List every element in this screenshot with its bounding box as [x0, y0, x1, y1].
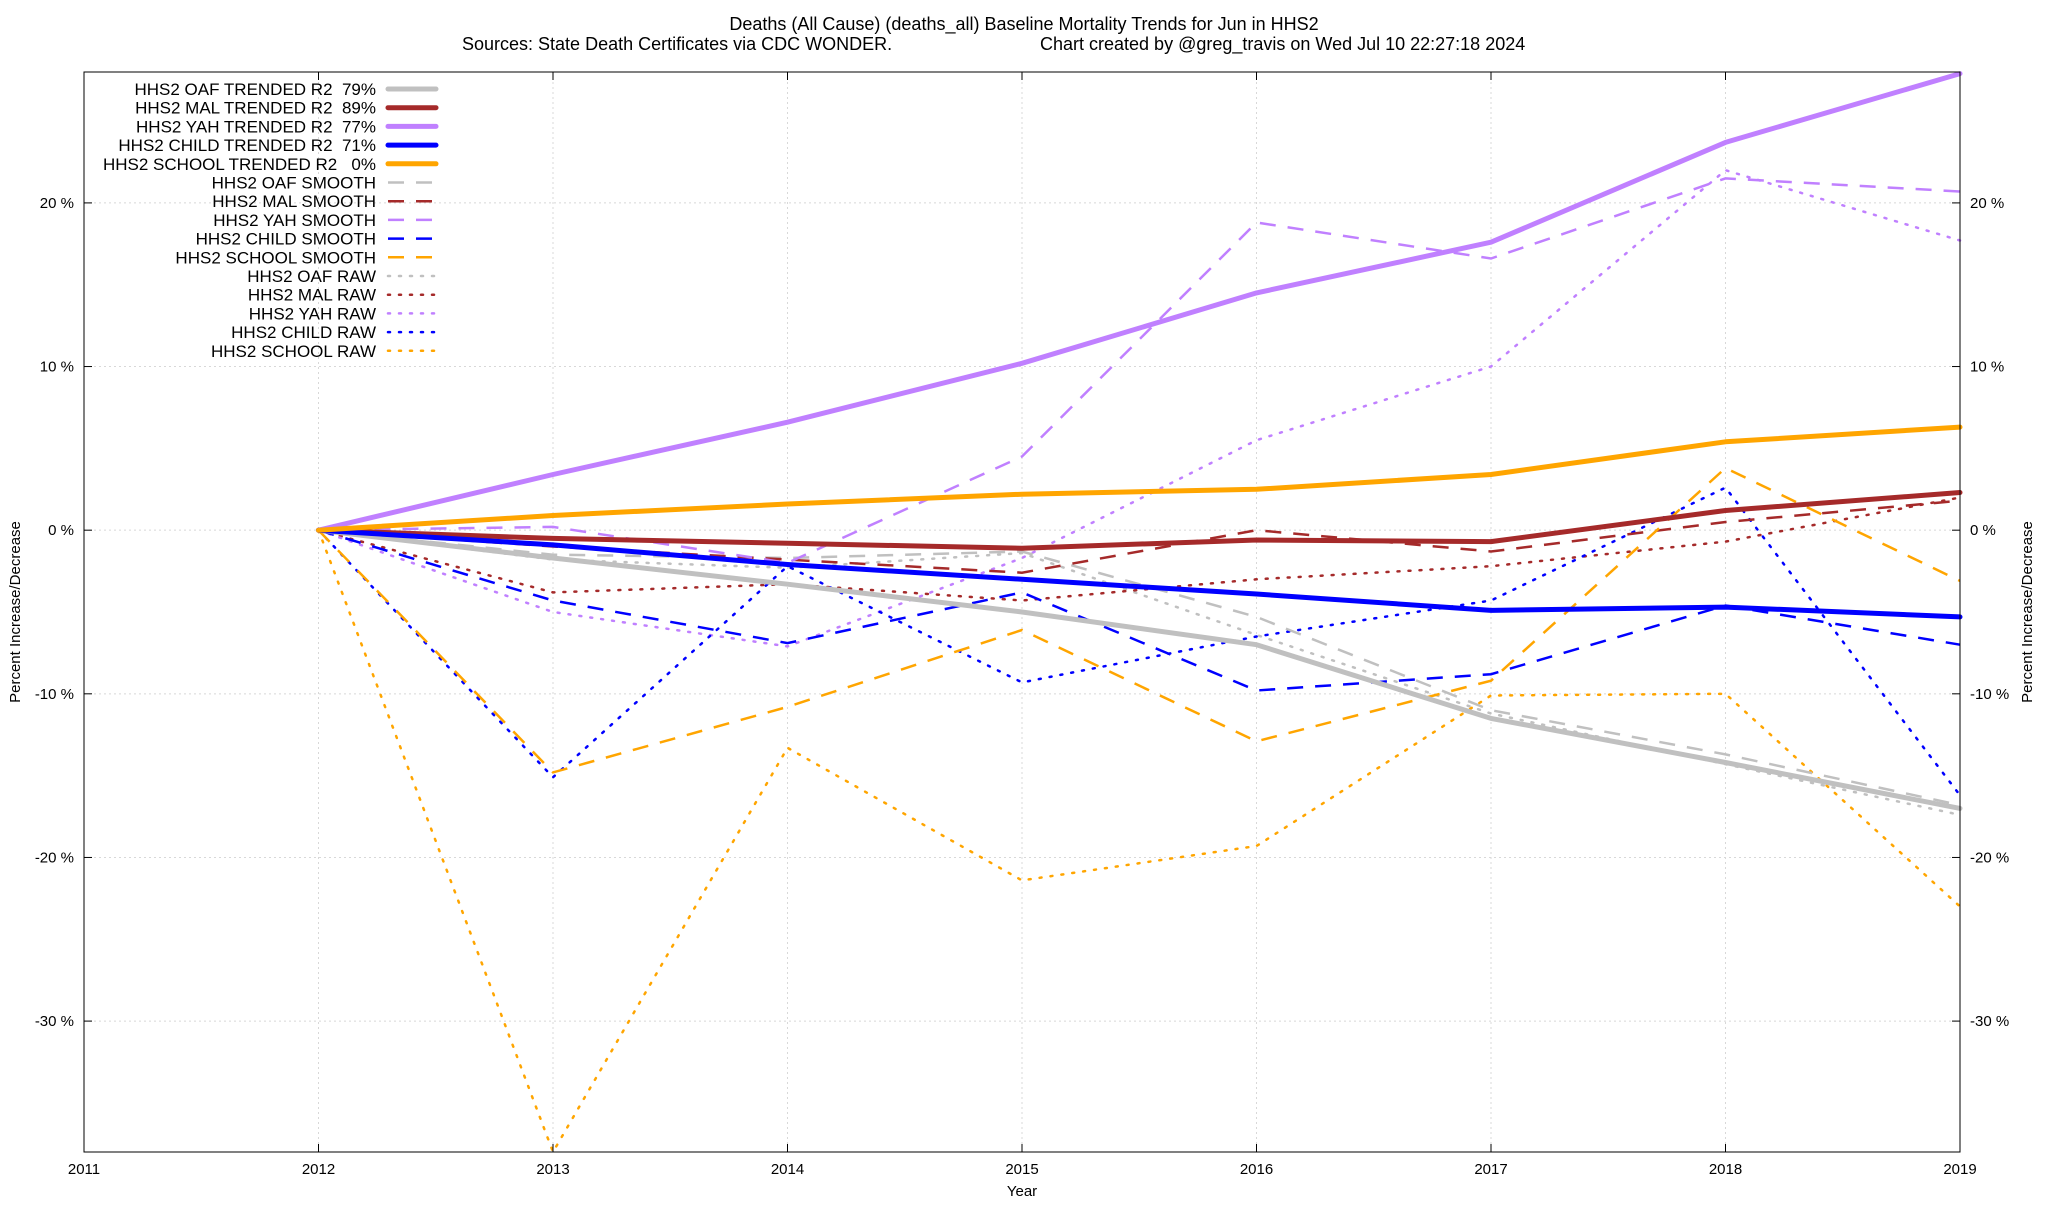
y-tick-label-right: -30 % — [1970, 1013, 2009, 1030]
x-tick-label: 2013 — [536, 1161, 569, 1178]
x-tick-label: 2012 — [302, 1161, 335, 1178]
y-tick-label-left: -20 % — [35, 849, 74, 866]
y-tick-label-right: -10 % — [1970, 686, 2009, 703]
series-oaf-raw — [318, 530, 1960, 815]
y-axis-title-right: Percent Increase/Decrease — [2019, 521, 2036, 703]
y-tick-label-right: 20 % — [1970, 195, 2004, 212]
legend-entry: HHS2 YAH RAW — [249, 304, 436, 323]
chart-title: Deaths (All Cause) (deaths_all) Baseline… — [729, 14, 1318, 35]
legend-label: HHS2 OAF TRENDED R2 79% — [134, 80, 376, 99]
series-line-oaf-trended — [319, 530, 1961, 808]
series-oaf-smooth — [318, 530, 1960, 805]
series-line-mal-trended — [319, 493, 1961, 549]
y-tick-label-left: 10 % — [40, 359, 74, 376]
y-tick-label-right: -20 % — [1970, 849, 2009, 866]
legend-label: HHS2 CHILD SMOOTH — [196, 230, 376, 249]
series-line-yah-trended — [319, 74, 1961, 531]
legend-entry: HHS2 CHILD TRENDED R2 71% — [118, 136, 436, 155]
legend-label: HHS2 OAF SMOOTH — [212, 174, 376, 193]
legend-label: HHS2 YAH RAW — [249, 304, 376, 323]
y-tick-label-left: -10 % — [35, 686, 74, 703]
series-yah-trended — [318, 74, 1960, 531]
legend-entry: HHS2 OAF RAW — [247, 267, 436, 286]
legend-label: HHS2 YAH SMOOTH — [213, 211, 376, 230]
legend-entry: HHS2 CHILD SMOOTH — [196, 230, 436, 249]
series-oaf-trended — [318, 530, 1960, 808]
legend-entry: HHS2 MAL RAW — [248, 286, 436, 305]
series-layer — [318, 74, 1960, 1152]
legend-label: HHS2 CHILD TRENDED R2 71% — [118, 136, 376, 155]
legend-label: HHS2 CHILD RAW — [231, 323, 376, 342]
y-tick-label-left: -30 % — [35, 1013, 74, 1030]
legend-label: HHS2 MAL SMOOTH — [212, 192, 376, 211]
series-child-smooth — [318, 530, 1960, 690]
series-line-yah-smooth — [319, 178, 1961, 563]
legend-label: HHS2 SCHOOL RAW — [211, 342, 376, 361]
legend-entry: HHS2 SCHOOL SMOOTH — [175, 248, 436, 267]
y-tick-label-left: 20 % — [40, 195, 74, 212]
x-tick-label: 2011 — [68, 1161, 100, 1178]
legend-entry: HHS2 YAH TRENDED R2 77% — [136, 117, 436, 136]
chart-source: Sources: State Death Certificates via CD… — [462, 34, 892, 54]
legend-entry: HHS2 MAL SMOOTH — [212, 192, 436, 211]
y-tick-label-right: 10 % — [1970, 359, 2004, 376]
x-tick-label: 2017 — [1474, 1161, 1507, 1178]
series-line-yah-raw — [319, 170, 1961, 646]
legend: HHS2 OAF TRENDED R2 79%HHS2 MAL TRENDED … — [103, 80, 436, 361]
y-tick-label-right: 0 % — [1970, 522, 1996, 539]
legend-entry: HHS2 SCHOOL RAW — [211, 342, 436, 361]
legend-label: HHS2 MAL RAW — [248, 286, 376, 305]
x-tick-label: 2015 — [1005, 1161, 1038, 1178]
chart-credit: Chart created by @greg_travis on Wed Jul… — [1040, 34, 1525, 55]
series-yah-raw — [318, 170, 1960, 646]
legend-label: HHS2 YAH TRENDED R2 77% — [136, 117, 376, 136]
y-tick-label-left: 0 % — [48, 522, 74, 539]
x-tick-label: 2018 — [1709, 1161, 1742, 1178]
series-mal-trended — [318, 492, 1960, 548]
x-axis-title: Year — [1007, 1183, 1037, 1200]
series-line-oaf-smooth — [319, 530, 1961, 805]
legend-label: HHS2 SCHOOL TRENDED R2 0% — [103, 155, 376, 174]
legend-entry: HHS2 MAL TRENDED R2 89% — [135, 99, 436, 118]
y-axis-title-left: Percent Increase/Decrease — [7, 521, 24, 703]
series-line-child-smooth — [319, 530, 1961, 690]
legend-label: HHS2 SCHOOL SMOOTH — [175, 248, 376, 267]
legend-entry: HHS2 CHILD RAW — [231, 323, 436, 342]
legend-entry: HHS2 OAF TRENDED R2 79% — [134, 80, 436, 99]
legend-entry: HHS2 YAH SMOOTH — [213, 211, 436, 230]
legend-entry: HHS2 OAF SMOOTH — [212, 174, 436, 193]
x-tick-label: 2014 — [771, 1161, 804, 1178]
series-school-raw — [318, 530, 1960, 1152]
series-line-school-raw — [319, 530, 1961, 1152]
legend-label: HHS2 OAF RAW — [247, 267, 376, 286]
legend-entry: HHS2 SCHOOL TRENDED R2 0% — [103, 155, 436, 174]
legend-label: HHS2 MAL TRENDED R2 89% — [135, 99, 376, 118]
x-tick-label: 2019 — [1943, 1161, 1976, 1178]
x-tick-label: 2016 — [1240, 1161, 1273, 1178]
series-yah-smooth — [318, 178, 1960, 563]
series-line-oaf-raw — [319, 530, 1961, 815]
